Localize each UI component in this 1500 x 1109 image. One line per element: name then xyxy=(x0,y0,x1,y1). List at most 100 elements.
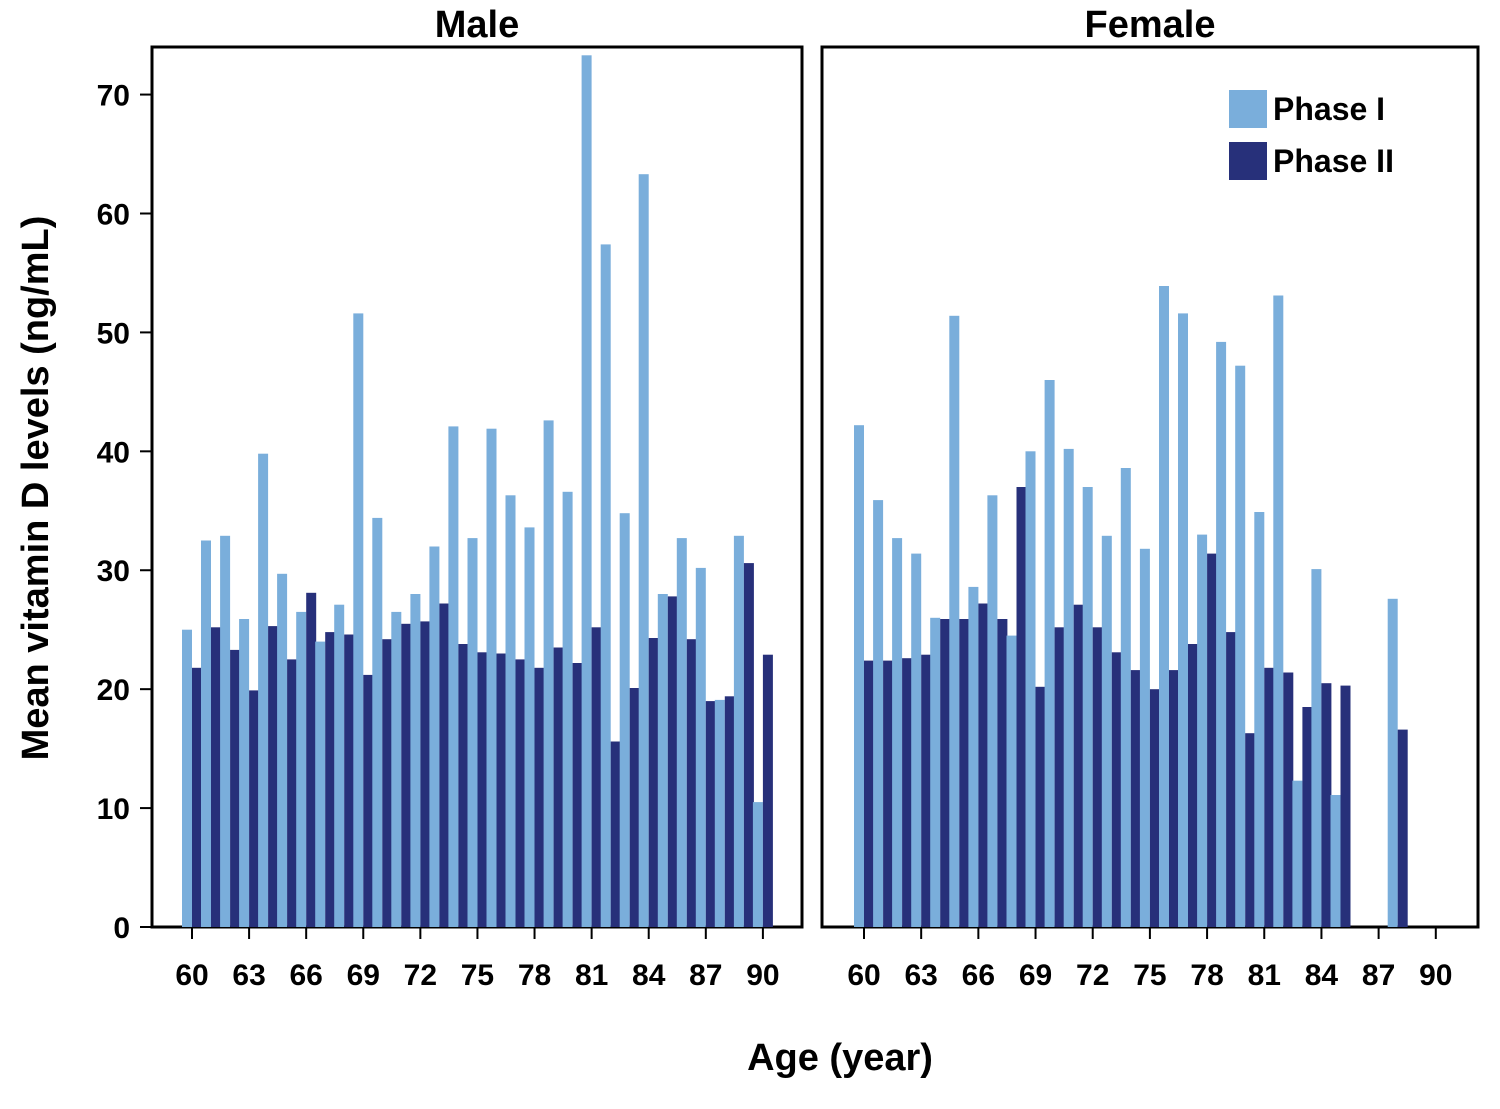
male-x-tick-label: 81 xyxy=(575,959,608,992)
female-bar-phase-1-69 xyxy=(1025,451,1036,927)
female-bar-phase-2-77 xyxy=(1188,644,1198,927)
female-x-tick-label: 87 xyxy=(1362,959,1395,992)
female-bar-phase-1-70 xyxy=(1044,380,1055,927)
male-panel: Male 60 63 66 69 72 75 78 81 84 87 90 xyxy=(150,4,804,992)
female-bar-phase-2-74 xyxy=(1130,670,1141,927)
y-tick-label: 10 xyxy=(97,793,130,826)
female-bar-phase-1-61 xyxy=(873,500,884,927)
male-x-tick-label: 78 xyxy=(518,959,551,992)
male-bar-phase-1-61 xyxy=(201,540,211,927)
y-tick-label: 0 xyxy=(113,912,130,945)
female-bar-phase-1-83 xyxy=(1292,780,1303,927)
male-bar-phase-2-81 xyxy=(591,627,602,927)
female-bar-phase-2-64 xyxy=(940,619,951,927)
y-tick-label: 20 xyxy=(97,674,130,707)
female-bar-phase-2-76 xyxy=(1169,670,1179,927)
male-x-tick-label: 69 xyxy=(347,959,380,992)
female-bar-phase-2-70 xyxy=(1054,627,1065,927)
male-x-tick-label: 75 xyxy=(461,959,494,992)
female-bar-phase-1-78 xyxy=(1197,534,1208,927)
male-bar-phase-2-73 xyxy=(439,603,450,927)
male-x-tick-label: 66 xyxy=(289,959,322,992)
male-x-tick-label: 63 xyxy=(232,959,265,992)
male-bar-phase-2-86 xyxy=(686,639,697,927)
female-bar-phase-1-67 xyxy=(987,495,998,927)
male-bar-phase-1-84 xyxy=(638,174,649,927)
female-bar-phase-1-65 xyxy=(949,315,960,927)
male-bar-phase-2-78 xyxy=(534,667,545,927)
male-x-axis: 60 63 66 69 72 75 78 81 84 87 90 xyxy=(175,927,780,992)
female-bar-phase-2-65 xyxy=(959,619,970,927)
female-bar-phase-1-62 xyxy=(892,538,903,927)
female-x-tick-label: 84 xyxy=(1305,959,1339,992)
y-axis-title: Mean vitamin D levels (ng/mL) xyxy=(15,216,57,761)
male-bar-phase-1-78 xyxy=(524,527,535,927)
female-bar-phase-2-84 xyxy=(1321,683,1332,927)
legend: Phase I Phase II xyxy=(1229,90,1394,180)
male-bar-phase-2-76 xyxy=(496,653,507,927)
y-tick-label: 70 xyxy=(97,80,130,113)
female-bar-phase-2-83 xyxy=(1302,707,1313,927)
male-bar-phase-1-75 xyxy=(467,538,478,927)
female-bar-phase-1-60 xyxy=(854,425,864,927)
female-bar-phase-1-74 xyxy=(1120,468,1131,927)
male-bar-phase-1-77 xyxy=(505,495,516,927)
male-bar-phase-1-80 xyxy=(562,491,573,927)
female-bar-phase-2-72 xyxy=(1092,627,1103,927)
male-bar-phase-2-75 xyxy=(477,652,488,927)
female-bar-phase-1-79 xyxy=(1216,341,1227,927)
male-bar-phase-1-79 xyxy=(543,420,554,927)
male-bar-phase-2-87 xyxy=(705,701,716,927)
male-bar-phase-1-64 xyxy=(258,453,269,927)
female-x-tick-label: 90 xyxy=(1419,959,1452,992)
male-bar-phase-1-62 xyxy=(220,535,231,927)
female-bars xyxy=(854,286,1408,927)
female-x-tick-label: 66 xyxy=(962,959,995,992)
male-bar-phase-1-81 xyxy=(581,55,592,928)
y-axis: 0 10 20 30 40 50 60 70 xyxy=(97,80,152,945)
male-bar-phase-2-62 xyxy=(230,649,241,927)
female-bar-phase-2-60 xyxy=(864,660,874,927)
female-bar-phase-2-78 xyxy=(1207,553,1218,927)
female-bar-phase-1-71 xyxy=(1063,448,1074,927)
male-bar-phase-2-60 xyxy=(192,667,202,927)
male-bar-phase-2-72 xyxy=(420,621,431,927)
female-bar-phase-1-76 xyxy=(1159,286,1169,927)
female-bar-phase-2-68 xyxy=(1016,487,1027,927)
male-bar-phase-1-73 xyxy=(429,546,440,927)
female-bar-phase-2-71 xyxy=(1073,604,1084,927)
male-bar-phase-2-68 xyxy=(344,634,355,927)
male-bar-phase-1-69 xyxy=(353,313,364,927)
male-bar-phase-1-60 xyxy=(182,629,192,927)
male-x-tick-label: 60 xyxy=(175,959,208,992)
legend-swatch-2 xyxy=(1229,142,1267,180)
female-bar-phase-2-61 xyxy=(883,660,894,927)
male-bar-phase-1-87 xyxy=(695,567,706,927)
female-bar-phase-1-72 xyxy=(1082,487,1093,927)
female-panel-title: Female xyxy=(1085,4,1216,46)
female-bar-phase-2-85 xyxy=(1340,685,1351,927)
male-bar-phase-1-86 xyxy=(676,538,687,927)
female-bar-phase-2-79 xyxy=(1226,632,1237,927)
male-bar-phase-1-72 xyxy=(410,594,421,927)
female-bar-phase-1-63 xyxy=(911,553,922,927)
male-bar-phase-2-85 xyxy=(667,596,678,927)
male-bar-phase-2-67 xyxy=(325,632,336,927)
male-x-tick-label: 72 xyxy=(404,959,437,992)
male-bar-phase-2-82 xyxy=(610,741,621,927)
male-bar-phase-1-76 xyxy=(486,428,497,927)
female-x-tick-label: 60 xyxy=(847,959,880,992)
female-x-tick-label: 69 xyxy=(1019,959,1052,992)
male-bar-phase-2-84 xyxy=(648,638,659,927)
male-bar-phase-1-74 xyxy=(448,426,459,927)
male-bar-phase-1-67 xyxy=(315,641,326,927)
male-x-tick-label: 84 xyxy=(632,959,666,992)
male-bar-phase-1-88 xyxy=(714,699,725,927)
female-bar-phase-2-66 xyxy=(978,603,989,927)
female-x-tick-label: 63 xyxy=(904,959,937,992)
female-x-axis: 60 63 66 69 72 75 78 81 84 87 90 xyxy=(847,927,1452,992)
male-bar-phase-2-89 xyxy=(743,563,754,927)
male-bar-phase-1-85 xyxy=(657,594,668,927)
male-bars xyxy=(182,55,773,928)
